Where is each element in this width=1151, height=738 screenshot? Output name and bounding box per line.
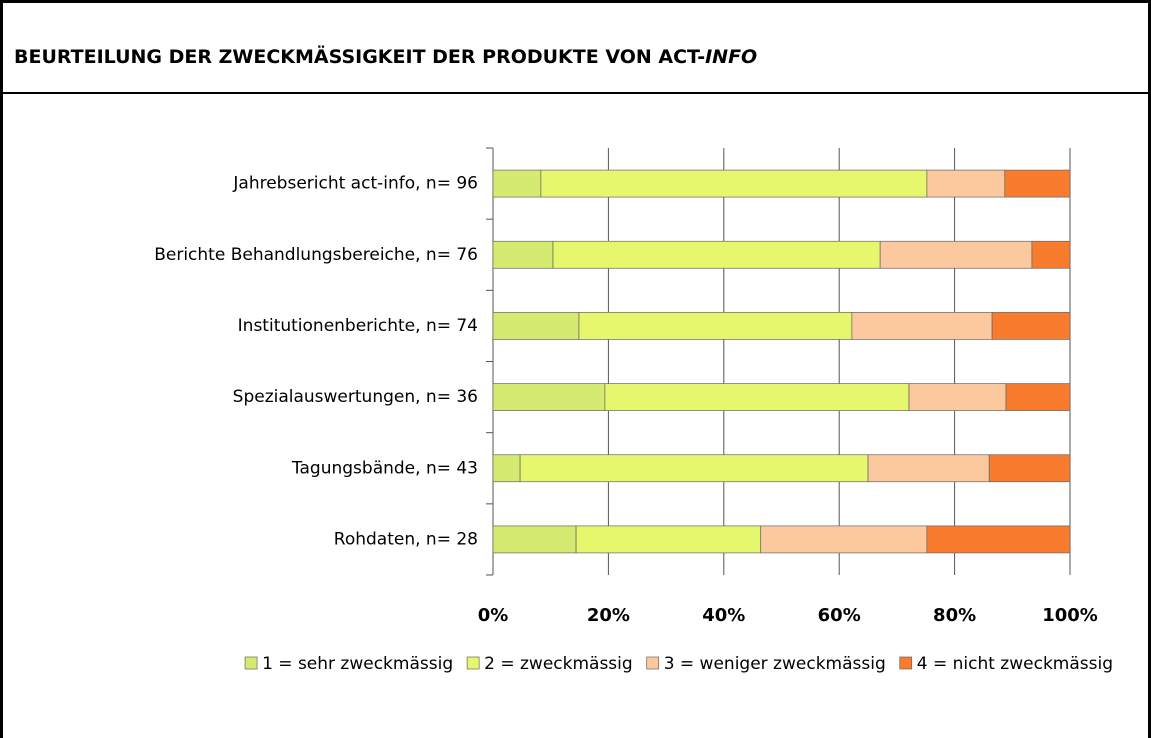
bar-segment [988, 454, 1071, 483]
legend-label: 1 = sehr zweckmässig [262, 654, 453, 674]
bar-segment [492, 454, 521, 483]
x-tick-label: 80% [933, 605, 976, 626]
bar-segment [492, 383, 606, 411]
bar-segment [879, 240, 1033, 269]
y-tick-label: Rohdaten, n= 28 [334, 529, 478, 549]
bar-segment [760, 525, 928, 554]
chart-title: BEURTEILUNG DER ZWECKMÄSSIGKEIT DER PROD… [14, 44, 757, 68]
bar-segment [578, 312, 853, 340]
bar-segment [1031, 240, 1071, 269]
bar-segment [492, 240, 554, 269]
bar-segment [519, 454, 869, 483]
legend-label: 2 = zweckmässig [484, 654, 633, 674]
bar-segment [1005, 383, 1071, 411]
x-tick-label: 60% [818, 605, 861, 626]
bar-segment [552, 240, 881, 269]
x-tick-label: 100% [1042, 605, 1098, 626]
title-part: BEURTEILUNG DER ZWECKMÄSSIGKEIT DER PROD… [14, 44, 705, 68]
bar-segment [867, 454, 990, 483]
title-part: INFO [705, 46, 757, 68]
bar-segment [604, 383, 910, 411]
bar-segment [492, 525, 577, 554]
legend-swatch [899, 656, 913, 670]
bar-segment [908, 383, 1007, 411]
bar-segment [1004, 169, 1071, 198]
bar-segment [991, 312, 1071, 340]
bar-segment [540, 169, 928, 198]
legend-swatch [244, 656, 258, 670]
bar-segment [492, 312, 580, 340]
legend-label: 4 = nicht zweckmässig [917, 654, 1113, 674]
legend-swatch [646, 656, 660, 670]
x-tick-label: 0% [478, 605, 509, 626]
bar-segment [926, 169, 1006, 198]
y-tick-label: Spezialauswertungen, n= 36 [233, 387, 478, 407]
bar-segment [851, 312, 993, 340]
x-tick-label: 40% [702, 605, 745, 626]
legend-label: 3 = weniger zweckmässig [664, 654, 886, 674]
bar-segment [492, 169, 542, 198]
x-tick-label: 20% [587, 605, 630, 626]
y-tick-label: Jahrebsericht act-info, n= 96 [232, 174, 478, 194]
bar-segment [575, 525, 762, 554]
y-tick-label: Tagungsbände, n= 43 [291, 458, 478, 478]
bar-segment [926, 525, 1071, 554]
y-tick-label: Berichte Behandlungsbereiche, n= 76 [154, 245, 478, 265]
legend-swatch [466, 656, 480, 670]
y-tick-label: Institutionenberichte, n= 74 [238, 316, 478, 336]
